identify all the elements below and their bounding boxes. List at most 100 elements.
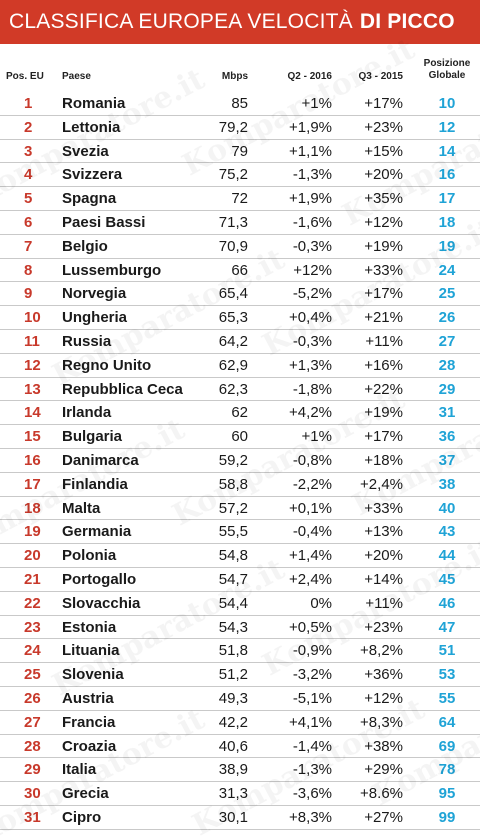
global-rank: 27	[438, 332, 456, 350]
table-row: 21 Portogallo 54,7 +2,4% +14% 45	[0, 568, 480, 592]
global-rank: 55	[438, 689, 456, 707]
speed-mbps: 60	[231, 428, 248, 446]
country-name: Repubblica Ceca	[62, 380, 183, 398]
country-name: Belgio	[62, 237, 108, 255]
rank-eu: 15	[24, 428, 41, 446]
global-rank: 24	[438, 261, 456, 279]
rank-eu: 14	[24, 404, 41, 422]
table-row: 8 Lussemburgo 66 +12% +33% 24	[0, 259, 480, 283]
rank-eu: 2	[24, 118, 33, 136]
global-rank: 51	[438, 642, 456, 660]
global-rank: 14	[438, 142, 456, 160]
global-rank: 12	[438, 118, 456, 136]
change-q3-2015: +11%	[365, 594, 403, 612]
speed-mbps: 58,8	[218, 475, 248, 493]
speed-mbps: 31,3	[218, 785, 248, 803]
header-paese: Paese	[62, 71, 91, 82]
rank-eu: 11	[24, 332, 40, 350]
change-q2-2016: -1,4%	[292, 737, 332, 755]
rank-eu: 7	[24, 237, 33, 255]
speed-mbps: 65,3	[218, 309, 248, 327]
speed-mbps: 57,2	[218, 499, 248, 517]
change-q3-2015: +17%	[364, 95, 403, 112]
change-q2-2016: -1,6%	[292, 213, 332, 231]
country-name: Malta	[62, 499, 101, 517]
change-q2-2016: -5,2%	[292, 285, 332, 303]
rank-eu: 17	[24, 475, 41, 493]
table-header: Pos. EU Paese Mbps Q2 - 2016 Q3 - 2015 P…	[0, 44, 480, 92]
rank-eu: 26	[24, 689, 41, 707]
change-q2-2016: +4,2%	[289, 404, 332, 422]
global-rank: 31	[438, 404, 456, 422]
country-name: Lettonia	[62, 118, 121, 136]
change-q3-2015: +17%	[364, 285, 403, 303]
global-rank: 17	[438, 190, 456, 208]
speed-mbps: 51,2	[218, 666, 248, 684]
speed-mbps: 72	[231, 190, 248, 208]
change-q2-2016: +1%	[301, 95, 332, 112]
rank-eu: 19	[24, 523, 41, 541]
global-rank: 43	[438, 523, 456, 541]
rank-eu: 27	[24, 713, 41, 731]
change-q2-2016: -0,8%	[292, 451, 332, 469]
change-q2-2016: -0,4%	[292, 523, 332, 541]
country-name: Romania	[62, 95, 126, 112]
table-row: 3 Svezia 79 +1,1% +15% 14	[0, 140, 480, 164]
table-row: 19 Germania 55,5 -0,4% +13% 43	[0, 520, 480, 545]
change-q3-2015: +27%	[364, 808, 403, 826]
speed-mbps: 66	[231, 261, 248, 279]
page-title: CLASSIFICA EUROPEA VELOCITÀ DI PICCO	[0, 0, 480, 44]
rank-eu: 23	[24, 618, 41, 636]
table-row: 11 Russia 64,2 -0,3% +11% 27	[0, 330, 480, 354]
change-q2-2016: -1,3%	[292, 166, 332, 184]
global-rank: 36	[438, 428, 456, 446]
change-q3-2015: +17%	[364, 428, 403, 446]
speed-mbps: 38,9	[218, 761, 248, 779]
header-q3-2015: Q3 - 2015	[358, 71, 403, 82]
country-name: Estonia	[62, 618, 117, 636]
speed-mbps: 79	[231, 142, 248, 160]
country-name: Polonia	[62, 547, 117, 565]
change-q2-2016: -1,8%	[292, 380, 332, 398]
country-name: Spagna	[62, 190, 117, 208]
title-bold: DI PICCO	[359, 10, 455, 33]
speed-mbps: 64,2	[218, 332, 248, 350]
table-row: 23 Estonia 54,3 +0,5% +23% 47	[0, 616, 480, 640]
global-rank: 37	[438, 451, 456, 469]
rank-eu: 22	[24, 594, 41, 612]
change-q2-2016: +12%	[293, 261, 332, 279]
country-name: Lussemburgo	[62, 261, 162, 279]
change-q3-2015: +14%	[364, 570, 403, 588]
change-q2-2016: +0,1%	[289, 499, 332, 517]
rank-eu: 9	[24, 285, 33, 303]
change-q3-2015: +13%	[364, 523, 403, 541]
table-row: 25 Slovenia 51,2 -3,2% +36% 53	[0, 663, 480, 687]
global-rank: 53	[438, 666, 456, 684]
country-name: Svizzera	[62, 166, 123, 184]
header-glob-line1: Posizione	[423, 58, 471, 69]
country-name: Lituania	[62, 642, 120, 660]
change-q2-2016: 0%	[310, 594, 332, 612]
rank-eu: 6	[24, 213, 33, 231]
header-glob-line2: Globale	[428, 70, 466, 81]
change-q3-2015: +15%	[364, 142, 403, 160]
change-q3-2015: +18%	[364, 451, 403, 469]
global-rank: 16	[438, 166, 456, 184]
country-name: Francia	[62, 713, 116, 731]
change-q3-2015: +20%	[364, 547, 403, 565]
change-q3-2015: +19%	[364, 404, 403, 422]
rank-eu: 30	[24, 785, 41, 803]
speed-mbps: 54,3	[218, 618, 248, 636]
country-name: Austria	[62, 689, 114, 707]
header-mbps: Mbps	[221, 71, 248, 82]
change-q2-2016: -3,2%	[292, 666, 332, 684]
change-q3-2015: +8,2%	[360, 642, 403, 660]
rank-eu: 31	[24, 808, 41, 826]
country-name: Norvegia	[62, 285, 127, 303]
global-rank: 38	[438, 475, 456, 493]
change-q3-2015: +23%	[364, 118, 403, 136]
speed-mbps: 62,3	[218, 380, 248, 398]
speed-mbps: 40,6	[218, 737, 248, 755]
rank-eu: 1	[24, 95, 33, 112]
ranking-table: 1 Romania 85 +1% +17% 10 2 Lettonia 79,2 +1,9% +23…	[0, 92, 480, 830]
